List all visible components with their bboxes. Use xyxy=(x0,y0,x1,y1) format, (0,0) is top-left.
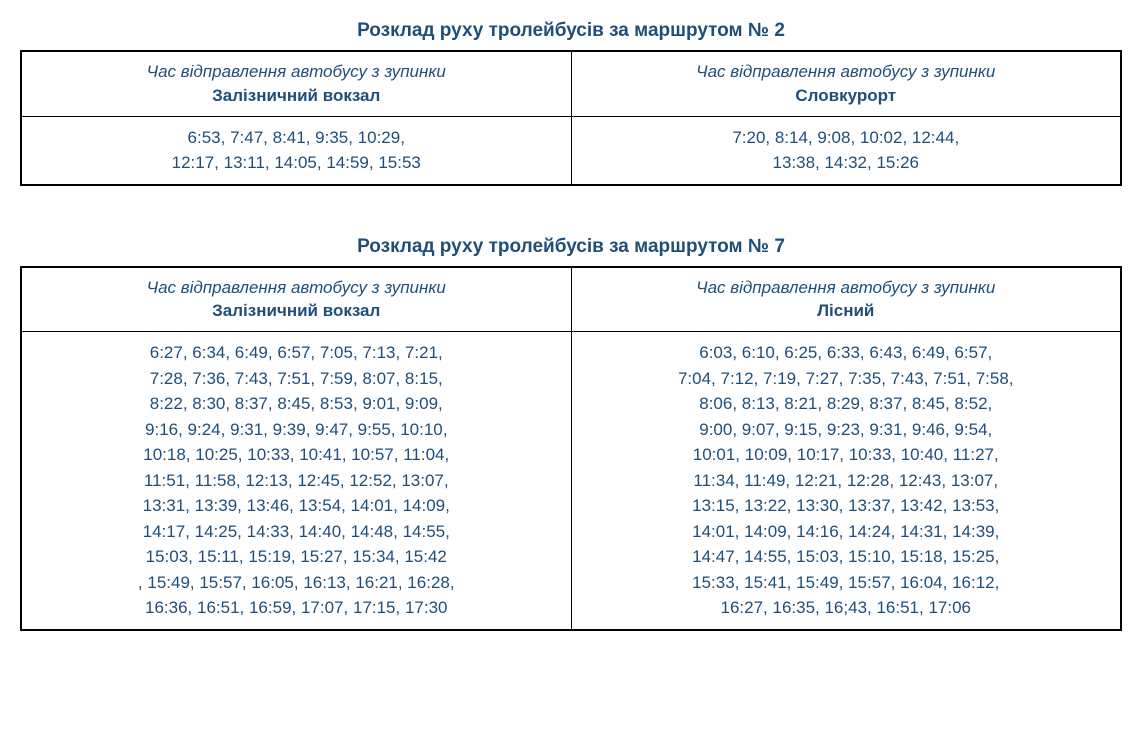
header-subtitle: Час відправлення автобусу з зупинки xyxy=(147,278,446,297)
route-2-right-times: 7:20, 8:14, 9:08, 10:02, 12:44,13:38, 14… xyxy=(571,116,1121,185)
route-2-right-stop: Словкурорт xyxy=(795,86,896,105)
route-7-right-stop: Лісний xyxy=(817,301,874,320)
route-2-title: Розклад руху тролейбусів за маршрутом № … xyxy=(20,20,1122,42)
route-2-left-header: Час відправлення автобусу з зупинки Залі… xyxy=(21,51,571,116)
route-2-left-times: 6:53, 7:47, 8:41, 9:35, 10:29,12:17, 13:… xyxy=(21,116,571,185)
header-subtitle: Час відправлення автобусу з зупинки xyxy=(696,278,995,297)
route-2-section: Розклад руху тролейбусів за маршрутом № … xyxy=(20,20,1122,186)
route-7-title: Розклад руху тролейбусів за маршрутом № … xyxy=(20,236,1122,258)
header-subtitle: Час відправлення автобусу з зупинки xyxy=(696,62,995,81)
route-7-left-times: 6:27, 6:34, 6:49, 6:57, 7:05, 7:13, 7:21… xyxy=(21,332,571,630)
table-row: 6:53, 7:47, 8:41, 9:35, 10:29,12:17, 13:… xyxy=(21,116,1121,185)
route-7-right-header: Час відправлення автобусу з зупинки Лісн… xyxy=(571,267,1121,332)
route-2-left-stop: Залізничний вокзал xyxy=(212,86,380,105)
route-7-left-header: Час відправлення автобусу з зупинки Залі… xyxy=(21,267,571,332)
route-2-right-header: Час відправлення автобусу з зупинки Слов… xyxy=(571,51,1121,116)
route-7-table: Час відправлення автобусу з зупинки Залі… xyxy=(20,266,1122,631)
route-2-table: Час відправлення автобусу з зупинки Залі… xyxy=(20,50,1122,186)
table-row: 6:27, 6:34, 6:49, 6:57, 7:05, 7:13, 7:21… xyxy=(21,332,1121,630)
header-subtitle: Час відправлення автобусу з зупинки xyxy=(147,62,446,81)
route-7-section: Розклад руху тролейбусів за маршрутом № … xyxy=(20,236,1122,631)
route-7-right-times: 6:03, 6:10, 6:25, 6:33, 6:43, 6:49, 6:57… xyxy=(571,332,1121,630)
route-7-left-stop: Залізничний вокзал xyxy=(212,301,380,320)
table-header-row: Час відправлення автобусу з зупинки Залі… xyxy=(21,51,1121,116)
table-header-row: Час відправлення автобусу з зупинки Залі… xyxy=(21,267,1121,332)
